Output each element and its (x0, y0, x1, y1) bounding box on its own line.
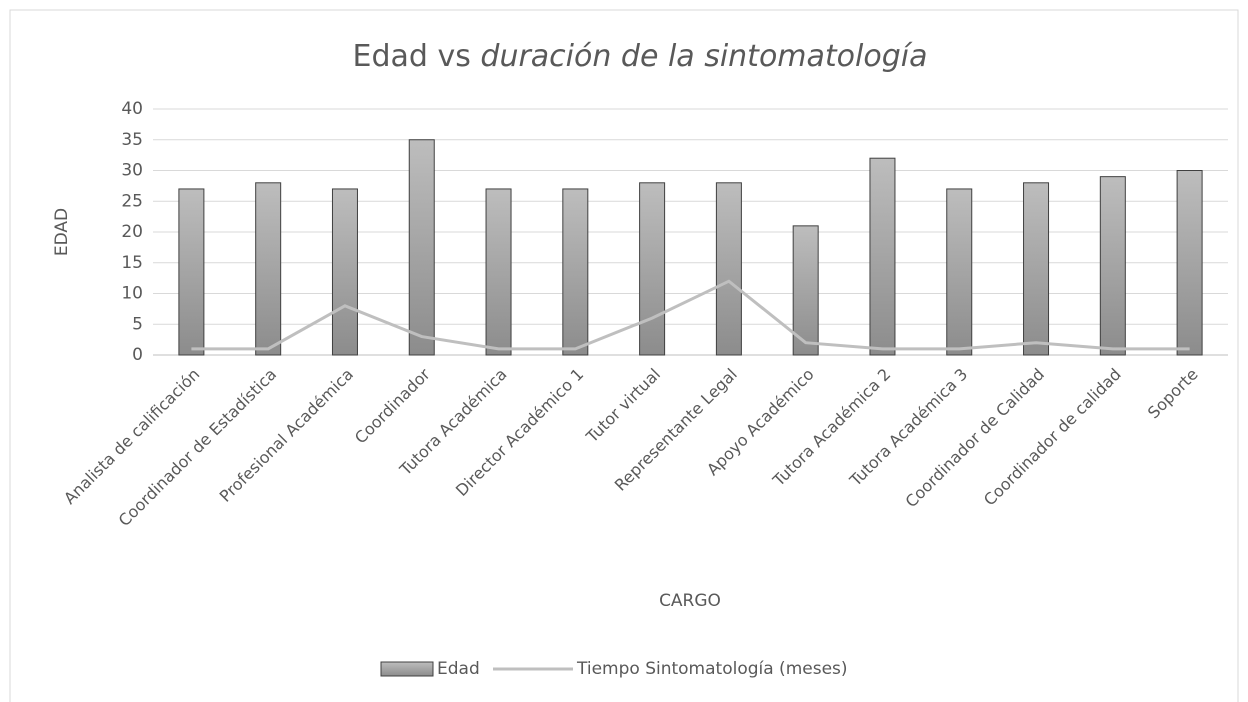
chart-title: Edad vs duración de la sintomatología (353, 39, 928, 74)
chart-border (9, 9, 1239, 702)
bar (485, 188, 512, 356)
y-axis-label: EDAD (52, 208, 72, 256)
bar (562, 188, 589, 356)
bar (946, 188, 973, 356)
y-tick-label: 15 (121, 253, 143, 273)
x-tick-label: Coordinador de calidad (980, 365, 1125, 510)
bar (1023, 182, 1050, 356)
y-tick-label: 5 (132, 314, 143, 334)
title-part: Edad vs (353, 39, 471, 74)
x-tick-label: Coordinador de Calidad (901, 365, 1048, 512)
legend-label: Tiempo Sintomatología (meses) (576, 659, 848, 679)
x-tick-label: Tutor virtual (582, 365, 664, 447)
y-tick-label: 35 (121, 130, 143, 150)
bar (178, 188, 205, 356)
x-tick-label: Analista de calificación (60, 365, 203, 508)
x-tick-label: Soporte (1144, 365, 1202, 423)
line-series (191, 279, 1190, 351)
bar (408, 139, 435, 356)
title-part: duración de la sintomatología (480, 39, 927, 74)
bar (331, 188, 358, 356)
y-tick-label: 10 (121, 284, 143, 304)
x-tick-label: Coordinador de Estadística (115, 365, 281, 531)
x-axis-label: CARGO (659, 591, 721, 611)
bar (1099, 176, 1126, 356)
legend-label: Edad (437, 659, 480, 679)
y-tick-label: 30 (121, 161, 143, 181)
x-tick-label: Coordinador (351, 364, 434, 447)
y-tick-label: 20 (121, 222, 143, 242)
bar (255, 182, 282, 356)
y-tick-label: 0 (132, 345, 143, 365)
bar (792, 225, 819, 356)
x-tick-label: Profesional Académica (216, 365, 357, 506)
y-tick-label: 40 (121, 99, 143, 119)
bar (869, 157, 896, 356)
legend-swatch (380, 661, 434, 677)
bar (715, 182, 742, 356)
y-tick-label: 25 (121, 191, 143, 211)
x-tick-label: Director Académico 1 (452, 365, 587, 500)
bar (639, 182, 666, 356)
bar (1176, 170, 1203, 356)
